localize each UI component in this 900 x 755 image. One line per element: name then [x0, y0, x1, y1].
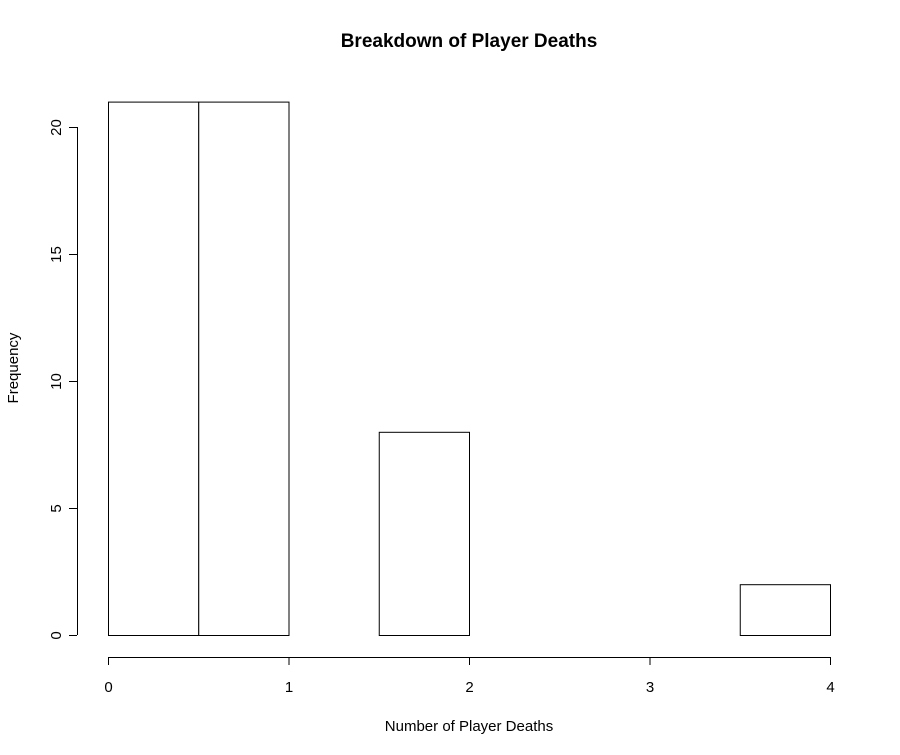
bars-group — [108, 101, 831, 637]
x-tick-label: 3 — [646, 679, 654, 696]
x-tick-label: 1 — [285, 679, 293, 696]
x-tick-label: 2 — [465, 679, 473, 696]
x-tick-label: 4 — [826, 679, 834, 696]
histogram-bar — [198, 101, 290, 637]
x-axis: 0 1 2 3 4 — [104, 657, 835, 696]
histogram-bar — [108, 101, 200, 637]
y-axis-label: Frequency — [5, 332, 22, 403]
histogram-bar — [378, 431, 470, 636]
y-axis: 0 5 10 15 20 — [48, 119, 78, 640]
y-tick-label: 0 — [48, 631, 65, 639]
x-axis-label: Number of Player Deaths — [385, 718, 553, 735]
y-tick-label: 15 — [48, 246, 65, 263]
y-tick-label: 20 — [48, 119, 65, 136]
x-tick-label: 0 — [104, 679, 112, 696]
histogram-bar — [739, 584, 831, 637]
y-tick-label: 5 — [48, 504, 65, 512]
chart-title: Breakdown of Player Deaths — [341, 31, 598, 52]
y-tick-label: 10 — [48, 373, 65, 390]
